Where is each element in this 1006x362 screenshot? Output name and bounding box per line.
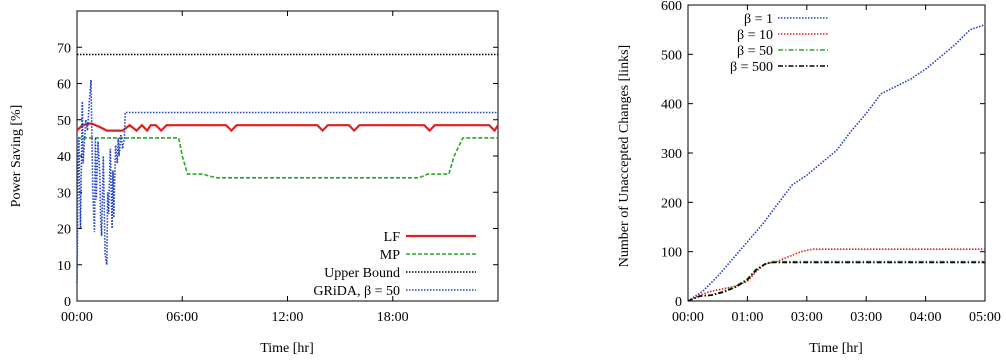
y-tick-label: 200 (661, 196, 682, 211)
tick-group: 0 100 200 300 400 500 600 00:00 01:00 03:00 03:00 0… (661, 0, 1001, 325)
legend-label: β = 1 (744, 12, 773, 27)
series-group (76, 53, 499, 283)
series-line-beta-1 (687, 23, 986, 302)
x-tick-label: 01:00 (731, 310, 763, 325)
series-line-grida-beta-50 (76, 79, 498, 283)
series-line-beta-10 (687, 248, 985, 302)
y-tick-label: 600 (661, 0, 682, 14)
legend-label: β = 500 (730, 60, 773, 75)
series-line-mp (77, 137, 498, 179)
y-tick-label: 100 (661, 246, 682, 261)
tick-group: 0 10 20 30 40 50 60 70 00:00 06:00 12:00 18:00 (57, 11, 498, 325)
y-tick-label: 10 (57, 259, 71, 274)
y-tick-label: 50 (57, 114, 71, 129)
y-tick-label: 70 (57, 41, 71, 56)
y-tick-label: 0 (675, 295, 682, 310)
y-tick-label: 500 (661, 48, 682, 63)
y-tick-label: 60 (57, 78, 71, 93)
x-tick-label: 04:00 (910, 310, 942, 325)
y-tick-label: 0 (64, 295, 71, 310)
x-tick-label: 18:00 (377, 310, 409, 325)
y-tick-label: 30 (57, 186, 71, 201)
y-axis-title: Power Saving [%] (9, 105, 24, 208)
x-tick-label: 05:00 (969, 310, 1001, 325)
y-tick-label: 40 (57, 150, 71, 165)
x-tick-label: 00:00 (672, 310, 704, 325)
series-line-lf (76, 122, 499, 133)
legend-label: Upper Bound (324, 266, 400, 281)
x-tick-label: 12:00 (272, 310, 304, 325)
y-tick-label: 300 (661, 147, 682, 162)
series-line-beta-500 (687, 261, 985, 302)
x-tick-label: 03:00 (850, 310, 882, 325)
y-axis-title: Number of Unaccepted Changes [links] (617, 45, 632, 267)
x-axis-title: Time [hr] (260, 341, 314, 356)
legend: β = 1β = 10β = 50β = 500 (730, 12, 828, 75)
x-axis-title: Time [hr] (809, 341, 863, 356)
x-tick-label: 03:00 (791, 310, 823, 325)
x-tick-label: 06:00 (166, 310, 198, 325)
x-tick-label: 00:00 (61, 310, 93, 325)
series-line-beta-50 (687, 260, 985, 302)
y-tick-label: 20 (57, 223, 71, 238)
power-saving-chart: 0 10 20 30 40 50 60 70 00:00 06:00 12:00 18:00 LF MP… (9, 10, 499, 356)
legend-label: MP (380, 248, 400, 263)
unaccepted-changes-chart: 0 100 200 300 400 500 600 00:00 01:00 03:00 03:00 0… (617, 0, 1001, 356)
legend-label: β = 50 (737, 44, 773, 59)
series-group (687, 23, 986, 302)
legend-label: LF (384, 230, 401, 245)
plot-frame (687, 4, 986, 302)
y-tick-label: 400 (661, 98, 682, 113)
legend-label: GRiDA, β = 50 (313, 284, 400, 299)
legend-label: β = 10 (737, 28, 773, 43)
legend: LF MP Upper Bound GRiDA, β = 50 (313, 230, 476, 299)
